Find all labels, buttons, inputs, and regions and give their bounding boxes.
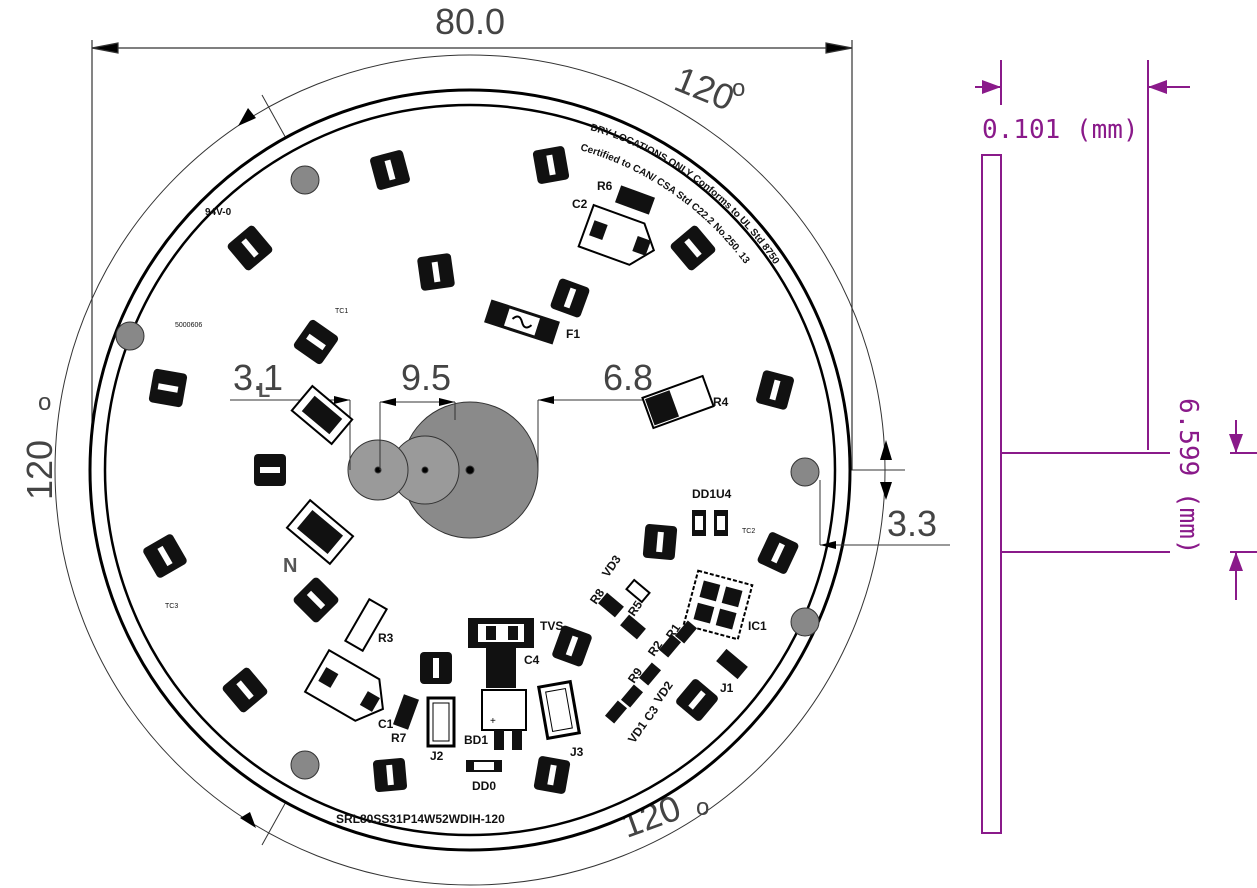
side-arrow-bottom — [1229, 552, 1243, 571]
label-r7: R7 — [391, 731, 407, 745]
arrow-tl — [238, 108, 256, 126]
dim-6-8: 6.8 — [603, 357, 653, 398]
capacitor-c2 — [577, 203, 656, 266]
label-dd0: DD0 — [472, 779, 496, 793]
side-arrow-left — [982, 80, 1001, 94]
label-bd1: BD1 — [464, 733, 488, 747]
side-view — [975, 60, 1257, 834]
arrow-r-down — [880, 482, 892, 500]
label-r3: R3 — [378, 631, 394, 645]
arrow-3-3 — [820, 541, 836, 549]
rating-label: 94V-0 — [205, 207, 232, 218]
resistor-r6 — [615, 185, 655, 215]
diode-dd0 — [466, 760, 502, 772]
jumper-j3 — [536, 679, 582, 741]
code-label: 5000606 — [175, 322, 202, 329]
arrow-9-5-l — [380, 398, 396, 406]
component-n — [285, 498, 355, 566]
height-label: 6.599 (mm) — [1173, 398, 1203, 555]
label-r4: R4 — [713, 395, 729, 409]
label-tvs: TVS — [540, 619, 563, 633]
arrow-3-1 — [334, 396, 350, 404]
arrow-9-5-r — [439, 398, 455, 406]
diode-dd1 — [692, 510, 728, 536]
resistor-r7 — [393, 694, 419, 730]
label-tc1: TC1 — [335, 308, 348, 315]
arrow-r-up — [880, 440, 892, 460]
jumper-j2 — [426, 696, 456, 748]
label-tc2: TC2 — [742, 528, 755, 535]
model-number: SRL80SS31P14W52WDIH-120 — [336, 812, 505, 826]
label-j2: J2 — [430, 749, 444, 763]
label-f1: F1 — [566, 327, 580, 341]
small-parts — [598, 578, 748, 724]
label-ic1: IC1 — [748, 619, 767, 633]
mount-holes — [115, 165, 820, 780]
label-c4: C4 — [524, 653, 540, 667]
arrow-6-8 — [538, 396, 554, 404]
center-pads — [347, 401, 539, 539]
angle-left-label: 120 — [19, 440, 60, 500]
label-l: L — [258, 380, 270, 402]
angle-top-label: 120 — [669, 58, 740, 119]
component-l — [290, 384, 354, 446]
dim-3-3: 3.3 — [887, 503, 937, 544]
label-r6: R6 — [597, 179, 613, 193]
width-dimension — [91, 40, 853, 470]
tvs-c4-bd1: + — [468, 618, 534, 750]
svg-text:+: + — [490, 716, 496, 727]
fuse-f1 — [484, 299, 560, 345]
ic1 — [682, 569, 754, 641]
led-packages — [143, 146, 799, 794]
dim-9-5: 9.5 — [401, 357, 451, 398]
degree-mark-left: o — [38, 389, 51, 416]
resistor-r4 — [641, 374, 715, 430]
inner-dimension-lines — [230, 399, 950, 546]
pcb-inner-outline — [103, 103, 837, 837]
dim-3-1: 3.1 — [233, 357, 283, 398]
capacitor-c1 — [303, 648, 384, 722]
arrow-bl — [240, 812, 256, 828]
resistor-r3 — [343, 597, 389, 653]
label-j1: J1 — [720, 681, 734, 695]
thickness-label: 0.101 (mm) — [982, 115, 1139, 145]
label-j3: J3 — [570, 745, 584, 759]
width-label: 80.0 — [435, 1, 505, 42]
label-u4: U4 — [716, 487, 732, 501]
side-arrow-top — [1229, 434, 1243, 453]
label-tc3: TC3 — [165, 603, 178, 610]
label-dd1: DD1 — [692, 487, 716, 501]
label-n: N — [283, 555, 297, 577]
label-c1: C1 — [378, 717, 394, 731]
degree-mark-top: o — [732, 75, 745, 102]
label-c2: C2 — [572, 197, 588, 211]
degree-mark-bottom: o — [696, 794, 709, 821]
side-arrow-right — [1148, 80, 1167, 94]
